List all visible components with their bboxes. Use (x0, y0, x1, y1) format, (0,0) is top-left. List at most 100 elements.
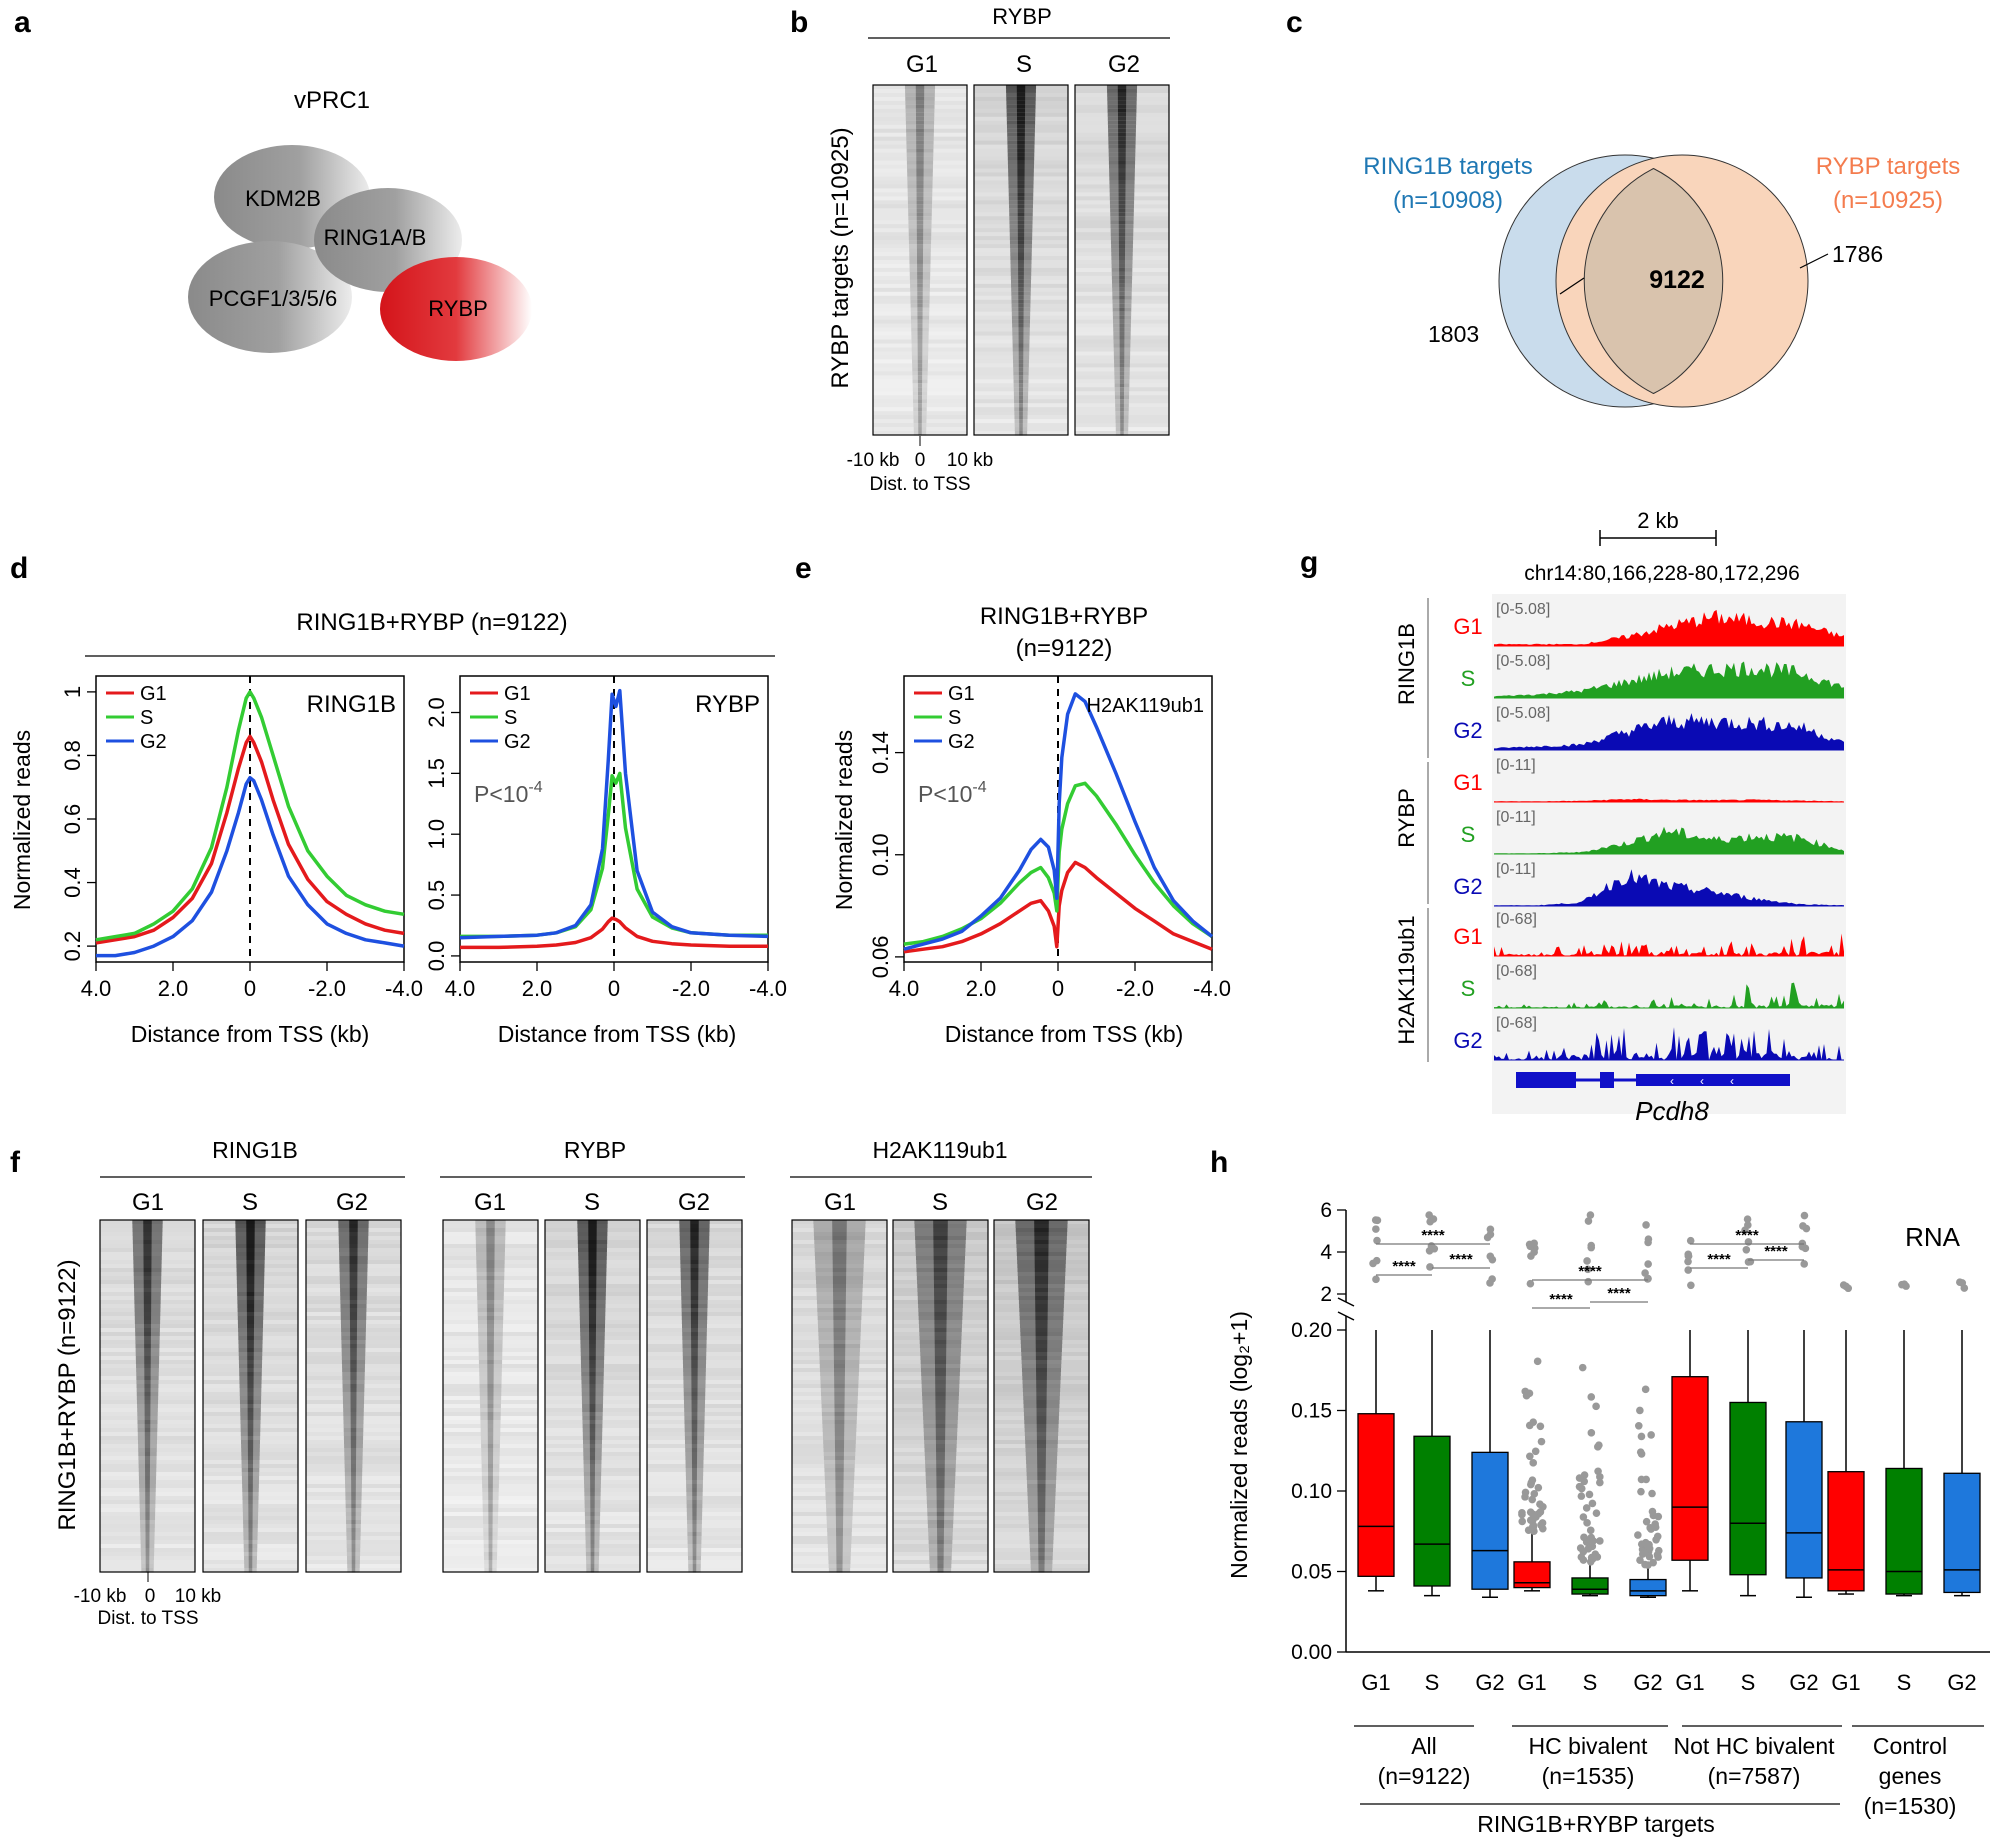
heatmap-core (143, 1308, 152, 1313)
heatmap-core (692, 1500, 697, 1505)
heatmap-core (590, 1560, 595, 1565)
heatmap-core (1034, 1236, 1049, 1241)
legend-label: S (504, 707, 517, 729)
series-line-g1 (95, 734, 405, 945)
heatmap-core (933, 1284, 948, 1289)
x-tick-label: -2.0 (1116, 976, 1154, 1001)
heatmap-f-h2ak-g1 (791, 1219, 888, 1573)
heatmap-core (690, 1308, 699, 1313)
heatmap-core (690, 1288, 699, 1293)
track-range-label: [0-11] (1496, 757, 1536, 774)
heatmap-core (589, 1448, 596, 1453)
heatmap-core (248, 1512, 253, 1517)
heatmap-core (144, 1416, 151, 1421)
heatmap-core (247, 1460, 254, 1465)
heatmap-core (836, 1560, 843, 1565)
heatmap-core (1037, 1488, 1046, 1493)
heatmap-core (835, 1520, 844, 1525)
heatmap-core (1019, 423, 1023, 428)
heatmap-core (1118, 252, 1126, 257)
heatmap-core (691, 1396, 698, 1401)
heatmap-core (916, 208, 924, 213)
panel-d-header: RING1B+RYBP (n=9122) (296, 609, 567, 636)
heatmap-core (144, 1384, 151, 1389)
heatmap-core (935, 1444, 946, 1449)
outlier-dot (1636, 1406, 1644, 1415)
heatmap-core (691, 1404, 698, 1409)
heatmap-core (935, 1400, 946, 1405)
heatmap-core (1017, 228, 1025, 233)
coverage-area (1494, 933, 1844, 956)
heatmap-core (916, 180, 924, 186)
heatmap-core (1017, 140, 1025, 146)
heatmap-b-xlabel: Dist. to TSS (869, 474, 970, 495)
panel-d2-xlabel: Distance from TSS (kb) (498, 1021, 737, 1047)
heatmap-core (246, 1296, 255, 1301)
heatmap-core (692, 1544, 697, 1549)
heatmap-core (486, 1236, 495, 1241)
x-tick-label: G2 (1789, 1670, 1818, 1695)
heatmap-core (936, 1472, 945, 1477)
heatmap-core (1034, 1244, 1049, 1249)
heatmap-core (1017, 200, 1025, 205)
heatmap-core (488, 1516, 493, 1521)
heatmap-core (690, 1300, 699, 1305)
heatmap-core (144, 1332, 151, 1337)
heatmap-core (486, 1288, 495, 1293)
x-tick-label: -2.0 (672, 976, 710, 1001)
heatmap-core (1119, 303, 1125, 309)
heatmap-core (350, 1392, 357, 1397)
heatmap-core (691, 1356, 698, 1361)
heatmap-core (1037, 1520, 1046, 1525)
heatmap-f-row-label: RING1B+RYBP (n=9122) (54, 1259, 81, 1530)
box-body (1629, 1578, 1667, 1597)
y-tick-label: 1 (60, 686, 85, 698)
heatmap-core (143, 1228, 152, 1233)
heatmap-core (935, 1408, 946, 1413)
heatmap-core (144, 1460, 151, 1465)
heatmap-core (1017, 224, 1025, 229)
heatmap-core (692, 1540, 697, 1545)
heatmap-core (1118, 204, 1126, 209)
track-range-label: [0-11] (1496, 809, 1536, 826)
heatmap-core (590, 1520, 595, 1525)
panel-d1-xlabel: Distance from TSS (kb) (131, 1021, 370, 1047)
heatmap-core (1035, 1340, 1048, 1345)
heatmap-f-col: G2 (1026, 1189, 1058, 1216)
outlier-dot (1486, 1225, 1495, 1234)
heatmap-core (143, 1300, 152, 1305)
track-phase-label: G2 (1453, 718, 1482, 743)
heatmap-core (833, 1288, 846, 1293)
heatmap-b-tick-right: 10 kb (947, 450, 993, 471)
heatmap-core (692, 1520, 697, 1525)
heatmap-core (488, 1464, 493, 1469)
outlier-dot (1585, 1490, 1594, 1499)
heatmap-core (588, 1244, 597, 1249)
heatmap-core (1119, 375, 1125, 380)
heatmap-core (833, 1356, 846, 1361)
heatmap-core (589, 1436, 596, 1441)
heatmap-core (1037, 1500, 1046, 1505)
box-chart-ylabel: Normalized reads (log₂+1) (1226, 1311, 1252, 1579)
heatmap-core (486, 1224, 495, 1229)
x-tick-label: 4.0 (445, 976, 476, 1001)
box-not-hc-bivalent-g1: G1 (1671, 1236, 1709, 1695)
venn-left-only: 1803 (1428, 321, 1479, 347)
heatmap-core (1017, 212, 1025, 217)
heatmap-core (588, 1248, 597, 1253)
heatmap-core (248, 1484, 253, 1489)
heatmap-core (833, 1308, 846, 1313)
heatmap-core (1035, 1300, 1048, 1305)
heatmap-core (916, 204, 924, 209)
heatmap-core (488, 1508, 493, 1513)
heatmap-core (588, 1280, 597, 1285)
outlier-dot (1595, 1441, 1603, 1449)
outlier-dot (1531, 1447, 1540, 1456)
heatmap-core (691, 1400, 698, 1405)
heatmap-core (1037, 1524, 1046, 1529)
heatmap-core (248, 1468, 253, 1473)
heatmap-core (1018, 351, 1024, 357)
heatmap-core (590, 1508, 595, 1513)
heatmap-core (835, 1456, 844, 1461)
heatmap-core (936, 1480, 945, 1485)
